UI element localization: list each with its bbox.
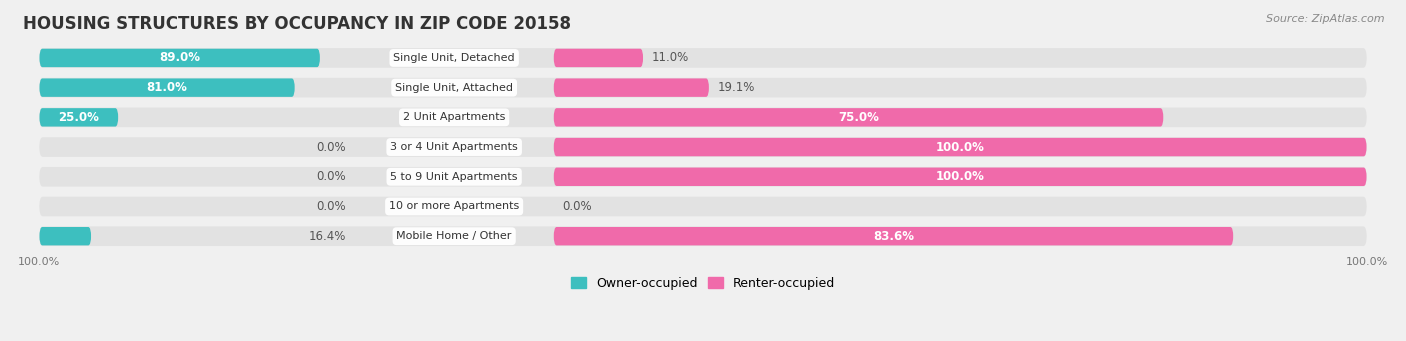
- Text: 0.0%: 0.0%: [316, 140, 346, 153]
- Text: 16.4%: 16.4%: [309, 230, 346, 243]
- Text: 3 or 4 Unit Apartments: 3 or 4 Unit Apartments: [391, 142, 517, 152]
- Text: 81.0%: 81.0%: [146, 81, 187, 94]
- Text: 100.0%: 100.0%: [936, 170, 984, 183]
- FancyBboxPatch shape: [39, 197, 1367, 216]
- FancyBboxPatch shape: [39, 226, 1367, 246]
- Text: 11.0%: 11.0%: [651, 51, 689, 64]
- Text: 2 Unit Apartments: 2 Unit Apartments: [404, 112, 505, 122]
- Text: 89.0%: 89.0%: [159, 51, 200, 64]
- FancyBboxPatch shape: [39, 167, 1367, 187]
- Text: Single Unit, Attached: Single Unit, Attached: [395, 83, 513, 93]
- FancyBboxPatch shape: [554, 49, 643, 67]
- Text: 100.0%: 100.0%: [936, 140, 984, 153]
- Text: 0.0%: 0.0%: [562, 200, 592, 213]
- Text: 75.0%: 75.0%: [838, 111, 879, 124]
- Text: Mobile Home / Other: Mobile Home / Other: [396, 231, 512, 241]
- FancyBboxPatch shape: [39, 48, 1367, 68]
- FancyBboxPatch shape: [554, 78, 709, 97]
- FancyBboxPatch shape: [39, 78, 1367, 98]
- Text: 5 to 9 Unit Apartments: 5 to 9 Unit Apartments: [391, 172, 517, 182]
- FancyBboxPatch shape: [554, 167, 1367, 186]
- FancyBboxPatch shape: [39, 49, 321, 67]
- FancyBboxPatch shape: [39, 107, 1367, 127]
- FancyBboxPatch shape: [39, 137, 1367, 157]
- Text: 0.0%: 0.0%: [316, 200, 346, 213]
- FancyBboxPatch shape: [39, 78, 295, 97]
- FancyBboxPatch shape: [39, 108, 118, 127]
- Text: 10 or more Apartments: 10 or more Apartments: [389, 202, 519, 211]
- FancyBboxPatch shape: [554, 108, 1163, 127]
- FancyBboxPatch shape: [554, 138, 1367, 156]
- FancyBboxPatch shape: [39, 227, 91, 246]
- Text: Single Unit, Detached: Single Unit, Detached: [394, 53, 515, 63]
- Text: 25.0%: 25.0%: [59, 111, 100, 124]
- FancyBboxPatch shape: [554, 227, 1233, 246]
- Text: HOUSING STRUCTURES BY OCCUPANCY IN ZIP CODE 20158: HOUSING STRUCTURES BY OCCUPANCY IN ZIP C…: [22, 15, 571, 33]
- Text: 83.6%: 83.6%: [873, 230, 914, 243]
- Text: 19.1%: 19.1%: [717, 81, 755, 94]
- Text: Source: ZipAtlas.com: Source: ZipAtlas.com: [1267, 14, 1385, 24]
- Text: 0.0%: 0.0%: [316, 170, 346, 183]
- Legend: Owner-occupied, Renter-occupied: Owner-occupied, Renter-occupied: [567, 272, 839, 295]
